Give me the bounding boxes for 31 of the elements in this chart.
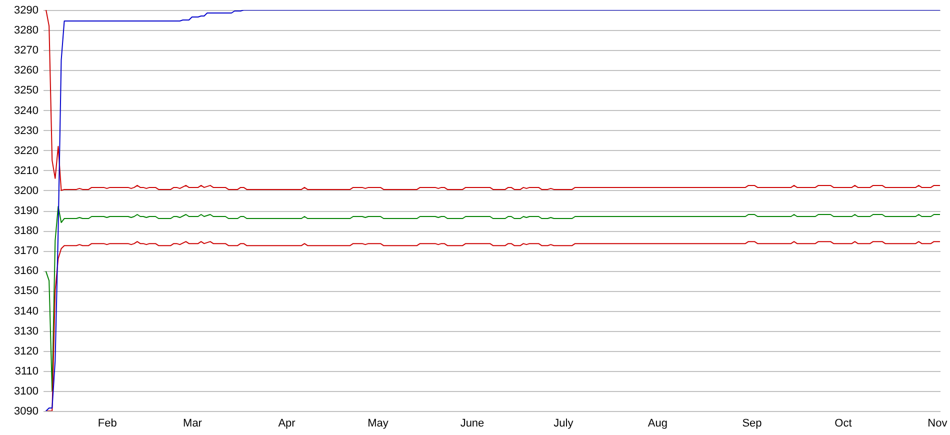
y-tick-label: 3180 [14,225,38,238]
x-tick-label: Nov [928,418,948,430]
x-tick-label: Aug [648,418,668,430]
y-tick-label: 3110 [14,365,38,378]
y-tick-label: 3130 [14,325,38,338]
x-tick-label: Oct [834,418,852,430]
x-tick-label: Apr [278,418,296,430]
y-tick-label: 3120 [14,345,38,358]
y-tick-label: 3200 [14,184,38,197]
y-tick-label: 3280 [14,24,38,37]
x-tick-label: Sep [742,418,762,430]
y-tick-label: 3270 [14,44,38,57]
y-tick-label: 3210 [14,164,38,177]
y-tick-label: 3160 [14,265,38,278]
x-tick-label: Feb [98,418,117,430]
y-tick-label: 3230 [14,124,38,137]
y-tick-label: 3190 [14,205,38,217]
y-tick-label: 3090 [14,406,38,418]
x-tick-label: Mar [183,418,202,430]
x-tick-label: May [368,418,389,430]
y-tick-label: 3240 [14,104,38,117]
y-tick-label: 3220 [14,144,38,157]
y-tick-label: 3170 [14,245,38,258]
y-tick-label: 3100 [14,385,38,398]
y-tick-label: 3140 [14,305,38,318]
y-tick-label: 3290 [14,4,38,16]
y-tick-label: 3150 [14,285,38,298]
y-tick-label: 3250 [14,84,38,97]
y-tick-label: 3260 [14,64,38,77]
x-tick-label: June [460,418,484,430]
x-tick-label: July [554,418,574,430]
